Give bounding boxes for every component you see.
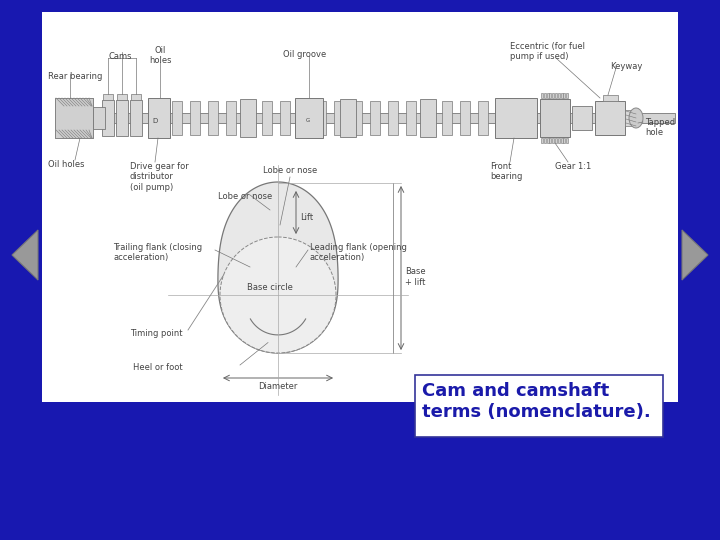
Bar: [116, 100, 128, 136]
Bar: [334, 101, 344, 135]
Text: Rear bearing: Rear bearing: [48, 72, 102, 81]
Bar: [103, 94, 113, 100]
Text: Timing point: Timing point: [130, 328, 183, 338]
Bar: [352, 101, 362, 135]
Bar: [208, 101, 218, 135]
Bar: [262, 101, 272, 135]
Bar: [117, 94, 127, 100]
Bar: [595, 101, 625, 135]
Bar: [280, 101, 290, 135]
Bar: [55, 98, 93, 138]
Bar: [552, 93, 554, 98]
Text: Base
+ lift: Base + lift: [405, 267, 426, 287]
Bar: [544, 93, 546, 98]
Bar: [558, 93, 560, 98]
Bar: [561, 138, 562, 143]
Bar: [295, 98, 323, 138]
Bar: [540, 99, 570, 137]
Bar: [478, 101, 488, 135]
Bar: [240, 99, 256, 137]
Bar: [442, 101, 452, 135]
Text: Gear 1:1: Gear 1:1: [555, 162, 591, 171]
Bar: [131, 94, 141, 100]
Bar: [555, 138, 557, 143]
Polygon shape: [218, 182, 338, 353]
Bar: [93, 107, 105, 129]
Text: Lobe or nose: Lobe or nose: [218, 192, 272, 201]
Bar: [190, 101, 200, 135]
Bar: [558, 138, 560, 143]
Bar: [42, 12, 678, 402]
Bar: [172, 101, 182, 135]
Bar: [549, 93, 552, 98]
Polygon shape: [682, 230, 708, 280]
Text: Eccentric (for fuel
pump if used): Eccentric (for fuel pump if used): [510, 42, 585, 62]
Bar: [226, 101, 236, 135]
Text: Oil
holes: Oil holes: [149, 46, 171, 65]
Polygon shape: [12, 230, 38, 280]
Bar: [546, 93, 549, 98]
Bar: [541, 138, 543, 143]
Bar: [546, 138, 549, 143]
Bar: [495, 98, 537, 138]
Text: Heel or foot: Heel or foot: [133, 363, 183, 372]
Bar: [340, 99, 356, 137]
Text: Trailing flank (closing
acceleration): Trailing flank (closing acceleration): [113, 243, 202, 262]
Bar: [561, 93, 562, 98]
Text: Cams: Cams: [108, 52, 132, 61]
Bar: [424, 101, 434, 135]
Bar: [415, 375, 663, 437]
Bar: [55, 98, 93, 138]
Bar: [541, 93, 543, 98]
Bar: [370, 101, 380, 135]
Bar: [388, 101, 398, 135]
Bar: [55, 113, 675, 123]
Text: Lift: Lift: [300, 213, 313, 221]
Text: Lobe or nose: Lobe or nose: [263, 166, 318, 175]
Bar: [603, 95, 618, 101]
Ellipse shape: [220, 237, 336, 353]
Text: Oil groove: Oil groove: [284, 50, 327, 59]
Text: D: D: [153, 118, 158, 124]
Text: Drive gear for
distributor
(oil pump): Drive gear for distributor (oil pump): [130, 162, 189, 192]
Bar: [566, 93, 568, 98]
Bar: [244, 101, 254, 135]
Bar: [406, 101, 416, 135]
Bar: [572, 106, 592, 130]
Bar: [102, 100, 114, 136]
Text: Cam and camshaft
terms (nomenclature).: Cam and camshaft terms (nomenclature).: [422, 382, 651, 421]
Text: Oil holes: Oil holes: [48, 160, 84, 169]
Bar: [563, 138, 565, 143]
Bar: [148, 98, 170, 138]
Bar: [420, 99, 436, 137]
Bar: [566, 138, 568, 143]
Text: Front
bearing: Front bearing: [490, 162, 523, 181]
Text: Tapped
hole: Tapped hole: [645, 118, 675, 137]
Text: Keyway: Keyway: [610, 62, 642, 71]
Bar: [130, 100, 142, 136]
Bar: [549, 138, 552, 143]
Bar: [555, 93, 557, 98]
Bar: [552, 138, 554, 143]
Text: Diameter: Diameter: [258, 382, 297, 391]
Bar: [316, 101, 326, 135]
Bar: [298, 101, 308, 135]
Bar: [625, 110, 637, 126]
Text: Base circle: Base circle: [247, 282, 293, 292]
Ellipse shape: [629, 108, 643, 128]
Text: Leading flank (opening
acceleration): Leading flank (opening acceleration): [310, 243, 407, 262]
Bar: [460, 101, 470, 135]
Bar: [544, 138, 546, 143]
Bar: [563, 93, 565, 98]
Text: G: G: [306, 118, 310, 124]
